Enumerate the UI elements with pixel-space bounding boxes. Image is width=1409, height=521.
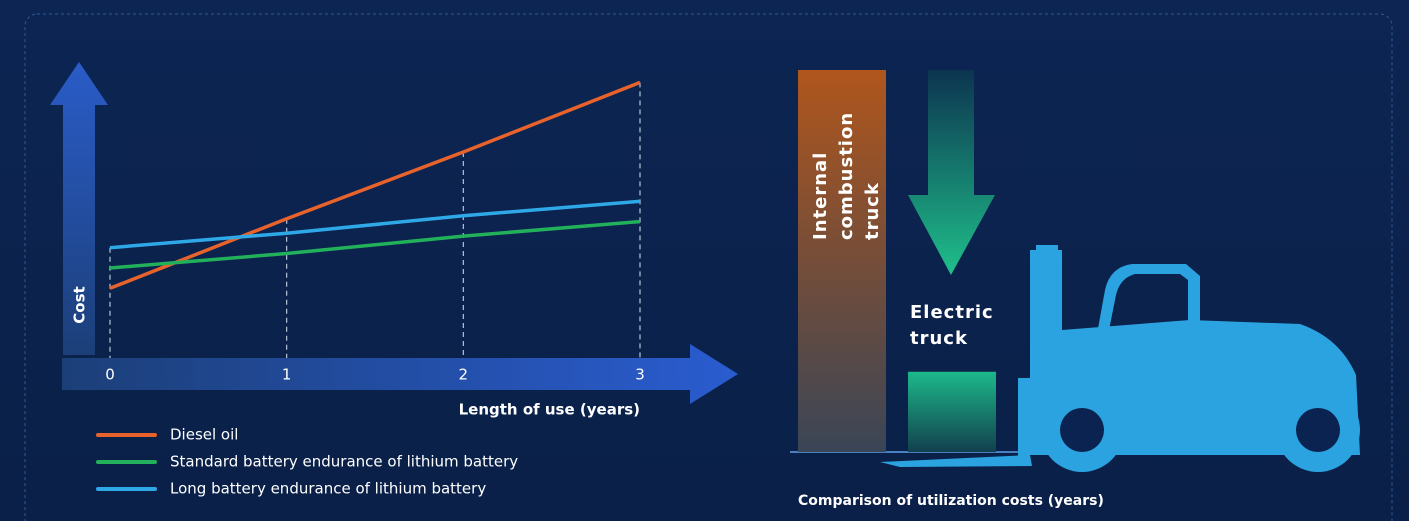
x-tick-label: 1 xyxy=(282,366,292,384)
legend-label: Long battery endurance of lithium batter… xyxy=(170,480,486,498)
x-axis-label: Length of use (years) xyxy=(459,401,640,419)
series-line xyxy=(110,82,640,288)
x-tick-label: 3 xyxy=(635,366,645,384)
bar xyxy=(908,372,996,452)
y-axis-label: Cost xyxy=(71,286,89,323)
series-line xyxy=(110,201,640,247)
legend-label: Standard battery endurance of lithium ba… xyxy=(170,453,518,471)
legend-label: Diesel oil xyxy=(170,426,238,444)
wheel-hub xyxy=(1296,408,1340,452)
chart: Cost Length of use (years) 0 1 2 3 Diesel oi… xyxy=(0,0,1409,521)
x-tick-label: 0 xyxy=(105,366,115,384)
series-line xyxy=(110,222,640,268)
page: Cost Length of use (years) 0 1 2 3 Diesel oi… xyxy=(0,0,1409,521)
bar-category-label: Electric truck xyxy=(910,300,1005,352)
wheel-hub xyxy=(1060,408,1104,452)
bar-chart-caption: Comparison of utilization costs (years) xyxy=(798,488,1104,514)
bar-category-label: Internal combustion truck xyxy=(808,90,886,240)
x-tick-label: 2 xyxy=(459,366,469,384)
decrease-arrow xyxy=(908,70,995,275)
